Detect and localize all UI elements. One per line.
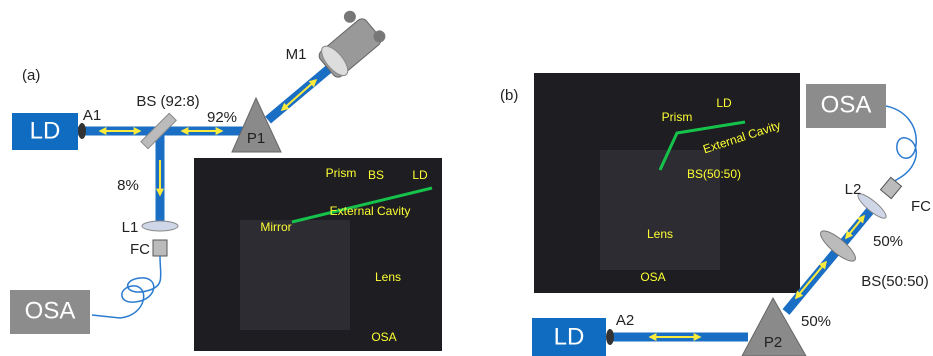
l1-label: L1 (122, 219, 139, 236)
photo-label: External Cavity (330, 204, 411, 218)
photo-label: OSA (640, 270, 665, 284)
p2-label: P2 (764, 334, 782, 351)
fiber (886, 106, 916, 182)
photo-label: Prism (662, 110, 693, 124)
m1-label: M1 (286, 46, 307, 63)
photo-label: Prism (326, 166, 357, 180)
ratio-label: 50% (873, 233, 903, 250)
aperture (606, 329, 614, 345)
setup-diagram: (a) LD A1 BS (92:8) 92% P1 M1 8% L1 FC O… (0, 0, 933, 356)
arrow (282, 80, 316, 110)
osa-label: OSA (821, 91, 872, 118)
mirror-mount (308, 2, 389, 81)
p1-label: P1 (247, 130, 265, 147)
photo-label: Mirror (260, 220, 291, 234)
fc-label: FC (911, 198, 931, 215)
photo-label: BS (368, 168, 384, 182)
photo-label: OSA (371, 330, 396, 344)
osa-label: OSA (25, 297, 76, 324)
bs-label: BS(50:50) (861, 273, 929, 290)
photo-detail (240, 220, 350, 330)
fiber (92, 256, 161, 318)
l2-label: L2 (845, 181, 862, 198)
a1-label: A1 (83, 107, 101, 124)
fiber-coupler (153, 240, 167, 256)
ld-label: LD (30, 117, 61, 144)
photo-label: Lens (647, 227, 673, 241)
photo-label: BS(50:50) (687, 167, 741, 181)
photo-label: LD (716, 96, 732, 110)
arrow (796, 262, 826, 298)
ratio-label: 50% (801, 313, 831, 330)
bs-label: BS (92:8) (136, 93, 199, 110)
aperture (78, 123, 86, 139)
fiber-coupler (880, 177, 901, 198)
photo-label: LD (412, 168, 428, 182)
panel-label: (b) (500, 87, 518, 104)
a2-label: A2 (616, 312, 634, 329)
ld-label: LD (554, 323, 585, 350)
ratio-label: 8% (117, 177, 139, 194)
ratio-label: 92% (207, 109, 237, 126)
fc-label: FC (130, 241, 150, 258)
photo-label: Lens (375, 270, 401, 284)
panel-label: (a) (22, 67, 40, 84)
lens (142, 221, 178, 231)
